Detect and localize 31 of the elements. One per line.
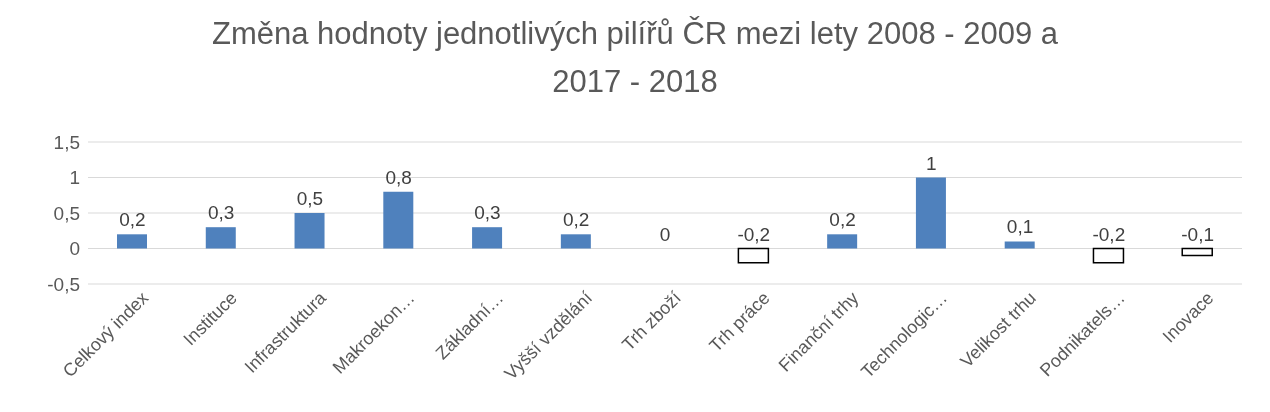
data-label: 0 [659,223,671,245]
bar [560,234,591,249]
bar [1181,247,1213,257]
data-label: 0,2 [563,209,590,231]
y-tick-label: 0 [69,238,80,260]
data-label: 0,3 [207,202,235,224]
bar [294,213,325,249]
chart-title: Změna hodnoty jednotlivých pilířů ČR mezi lety 2008 - 2009 a 2017 - 2018 [210,15,1060,101]
bar [1092,247,1125,264]
y-tick-label: 0,5 [53,202,80,224]
bar [1004,241,1035,249]
data-label: 1 [926,152,937,174]
data-label: 0,1 [1006,216,1034,238]
data-label: 0,2 [829,209,856,231]
bar [383,191,414,249]
bar [827,234,858,249]
data-label: 0,3 [474,202,501,224]
bar [737,247,770,264]
y-tick-label: 1 [69,167,80,189]
bar [205,227,236,249]
bar [472,227,503,249]
data-label: 0,2 [119,209,146,231]
bar [117,234,147,249]
bar [915,177,946,249]
y-tick-label: -0,5 [47,273,80,295]
data-label: -0,1 [1181,223,1214,245]
y-tick-label: 1,5 [53,131,80,153]
data-label: 0,5 [296,188,324,209]
data-label: -0,2 [1092,223,1126,245]
data-label: -0,2 [737,223,771,245]
data-label: 0,8 [385,166,412,188]
